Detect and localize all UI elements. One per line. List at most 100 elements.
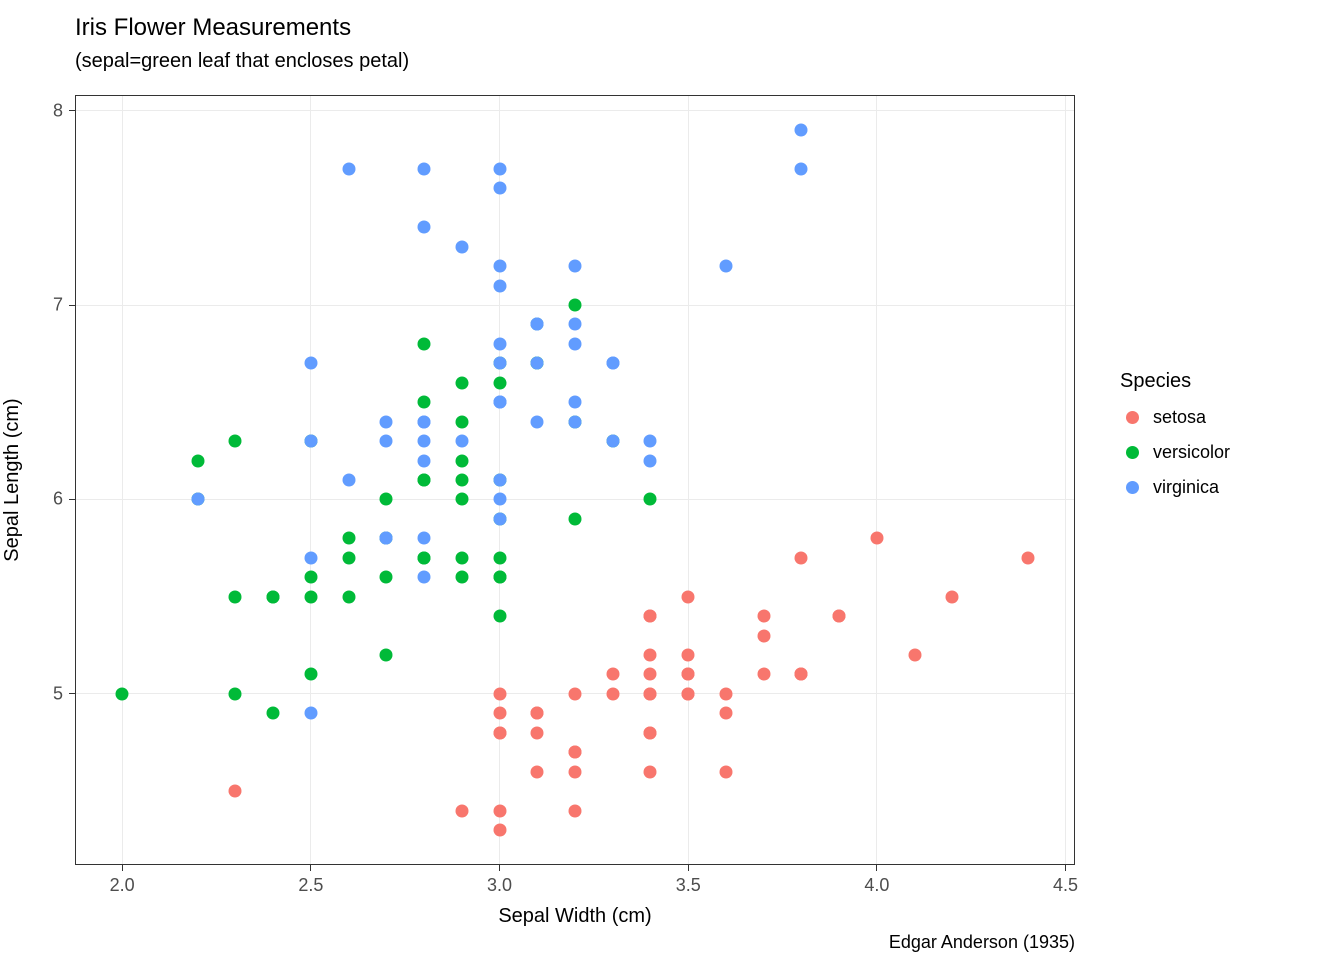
data-point	[455, 435, 468, 448]
data-point	[795, 551, 808, 564]
data-point	[644, 610, 657, 623]
data-point	[455, 551, 468, 564]
data-point	[493, 726, 506, 739]
data-point	[304, 571, 317, 584]
data-point	[229, 785, 242, 798]
data-point	[644, 726, 657, 739]
chart-subtitle: (sepal=green leaf that encloses petal)	[75, 50, 409, 73]
data-point	[455, 240, 468, 253]
data-point	[569, 765, 582, 778]
x-tick	[122, 865, 123, 871]
data-point	[418, 571, 431, 584]
data-point	[795, 668, 808, 681]
data-point	[418, 435, 431, 448]
grid-y	[75, 110, 1075, 111]
data-point	[795, 124, 808, 137]
data-point	[267, 590, 280, 603]
x-tick	[310, 865, 311, 871]
data-point	[418, 551, 431, 564]
data-point	[342, 474, 355, 487]
data-point	[418, 474, 431, 487]
y-tick-label: 6	[53, 489, 63, 510]
data-point	[304, 435, 317, 448]
data-point	[493, 804, 506, 817]
data-point	[644, 668, 657, 681]
data-point	[682, 649, 695, 662]
data-point	[342, 551, 355, 564]
data-point	[606, 357, 619, 370]
data-point	[719, 687, 732, 700]
data-point	[908, 649, 921, 662]
data-point	[531, 726, 544, 739]
y-tick-label: 5	[53, 683, 63, 704]
legend-swatch	[1126, 481, 1139, 494]
data-point	[606, 687, 619, 700]
y-tick	[69, 305, 75, 306]
data-point	[795, 162, 808, 175]
data-point	[644, 435, 657, 448]
legend-label: virginica	[1153, 477, 1219, 498]
y-axis-title: Sepal Length (cm)	[1, 398, 24, 561]
x-tick	[876, 865, 877, 871]
data-point	[418, 221, 431, 234]
data-point	[569, 804, 582, 817]
data-point	[418, 454, 431, 467]
data-point	[493, 512, 506, 525]
x-tick	[1065, 865, 1066, 871]
data-point	[455, 454, 468, 467]
data-point	[682, 687, 695, 700]
x-tick	[688, 865, 689, 871]
legend-title: Species	[1120, 370, 1230, 393]
data-point	[380, 435, 393, 448]
data-point	[418, 162, 431, 175]
data-point	[493, 279, 506, 292]
data-point	[455, 474, 468, 487]
y-tick	[69, 110, 75, 111]
data-point	[418, 532, 431, 545]
grid-x	[310, 95, 311, 865]
data-point	[493, 610, 506, 623]
data-point	[493, 337, 506, 350]
grid-x	[1065, 95, 1066, 865]
data-point	[493, 357, 506, 370]
data-point	[304, 551, 317, 564]
data-point	[569, 746, 582, 759]
data-point	[493, 687, 506, 700]
y-tick-label: 7	[53, 295, 63, 316]
x-tick-label: 2.5	[298, 875, 323, 896]
legend-label: versicolor	[1153, 442, 1230, 463]
data-point	[455, 493, 468, 506]
data-point	[380, 571, 393, 584]
data-point	[946, 590, 959, 603]
x-tick-label: 2.0	[110, 875, 135, 896]
legend-item: versicolor	[1120, 442, 1230, 463]
data-point	[493, 474, 506, 487]
data-point	[418, 337, 431, 350]
data-point	[531, 318, 544, 331]
data-point	[191, 454, 204, 467]
x-axis-title: Sepal Width (cm)	[498, 905, 651, 928]
data-point	[342, 590, 355, 603]
legend: Species setosa versicolor virginica	[1120, 370, 1230, 498]
y-tick	[69, 693, 75, 694]
data-point	[304, 590, 317, 603]
data-point	[569, 512, 582, 525]
data-point	[870, 532, 883, 545]
grid-x	[122, 95, 123, 865]
data-point	[380, 649, 393, 662]
data-point	[116, 687, 129, 700]
x-tick-label: 4.5	[1053, 875, 1078, 896]
data-point	[833, 610, 846, 623]
legend-label: setosa	[1153, 407, 1206, 428]
chart-title: Iris Flower Measurements	[75, 14, 351, 42]
data-point	[229, 687, 242, 700]
data-point	[606, 435, 619, 448]
data-point	[569, 687, 582, 700]
data-point	[644, 687, 657, 700]
data-point	[418, 415, 431, 428]
data-point	[455, 376, 468, 389]
data-point	[682, 590, 695, 603]
data-point	[493, 571, 506, 584]
x-tick	[499, 865, 500, 871]
data-point	[719, 260, 732, 273]
